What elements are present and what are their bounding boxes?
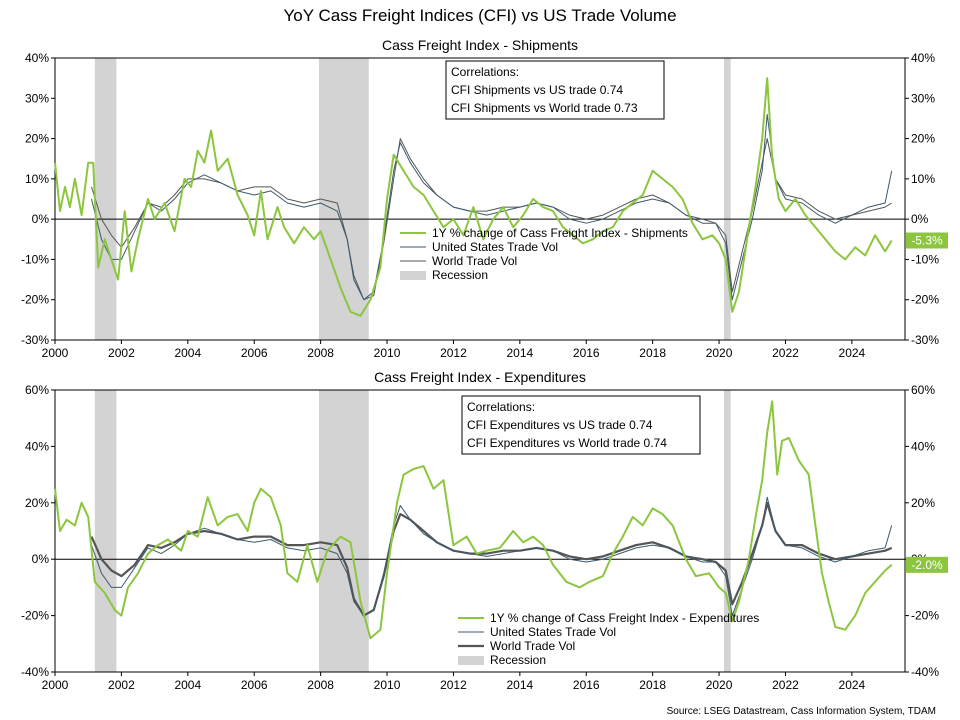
x-tick-label: 2016	[573, 346, 600, 360]
recession-band	[318, 390, 369, 672]
panel-title: Cass Freight Index - Shipments	[382, 37, 578, 53]
x-tick-label: 2012	[440, 346, 467, 360]
correlation-line: CFI Shipments vs World trade 0.73	[451, 101, 638, 115]
y-tick-label-left: -20%	[21, 609, 49, 623]
last-value-label: -5.3%	[911, 233, 943, 247]
series-line-cfi	[54, 77, 893, 317]
y-tick-label-left: 40%	[25, 439, 49, 453]
legend-label: 1Y % change of Cass Freight Index - Expe…	[490, 611, 759, 625]
correlation-line: CFI Shipments vs US trade 0.74	[451, 83, 623, 97]
x-tick-label: 2020	[706, 346, 733, 360]
legend-label: World Trade Vol	[432, 254, 517, 268]
x-tick-label: 2024	[839, 346, 866, 360]
correlations-box	[461, 395, 701, 455]
correlations-heading: Correlations:	[451, 65, 519, 79]
y-tick-label-right: -10%	[911, 252, 939, 266]
recession-band	[724, 390, 731, 672]
legend-label: Recession	[490, 653, 546, 667]
y-tick-label-right: 40%	[911, 51, 935, 65]
y-tick-label-left: -10%	[21, 252, 49, 266]
x-tick-label: 2010	[374, 346, 401, 360]
y-tick-label-right: -40%	[911, 665, 939, 679]
y-tick-label-right: 30%	[911, 91, 935, 105]
y-tick-label-right: 60%	[911, 383, 935, 397]
last-value-label: -2.0%	[911, 558, 943, 572]
legend-label: 1Y % change of Cass Freight Index - Ship…	[432, 226, 688, 240]
plot-frame	[54, 389, 906, 673]
panel-shipments: Cass Freight Index - Shipments -30% -30% -2…	[21, 37, 948, 360]
x-tick-label: 2004	[174, 678, 201, 692]
y-tick-label-left: 0%	[32, 212, 50, 226]
legend-label: World Trade Vol	[490, 639, 575, 653]
source-note: Source: LSEG Datastream, Cass Informatio…	[666, 706, 936, 717]
correlations-heading: Correlations:	[467, 400, 535, 414]
last-value-tag	[906, 232, 948, 249]
legend-swatch-recession	[400, 271, 426, 280]
x-tick-label: 2002	[108, 346, 135, 360]
x-tick-label: 2024	[839, 678, 866, 692]
y-tick-label-right: 0%	[911, 212, 929, 226]
y-tick-label-left: 40%	[25, 51, 49, 65]
x-tick-label: 2006	[241, 678, 268, 692]
correlation-line: CFI Expenditures vs World trade 0.74	[467, 436, 667, 450]
legend-label: United States Trade Vol	[490, 625, 616, 639]
x-tick-label: 2022	[772, 678, 799, 692]
x-tick-label: 2018	[639, 678, 666, 692]
recession-band	[724, 58, 731, 340]
correlations-box	[445, 60, 665, 120]
x-tick-label: 2006	[241, 346, 268, 360]
x-tick-label: 2014	[506, 678, 533, 692]
y-tick-label-left: 10%	[25, 172, 49, 186]
series-line-cfi	[54, 400, 893, 640]
x-tick-label: 2020	[706, 678, 733, 692]
y-tick-label-right: 20%	[911, 496, 935, 510]
x-tick-label: 2008	[307, 346, 334, 360]
series-line-us	[91, 496, 893, 617]
y-tick-label-left: 30%	[25, 91, 49, 105]
y-tick-label-left: 20%	[25, 496, 49, 510]
correlation-line: CFI Expenditures vs US trade 0.74	[467, 418, 653, 432]
panel-title: Cass Freight Index - Expenditures	[374, 369, 586, 385]
legend-label: United States Trade Vol	[432, 240, 558, 254]
y-tick-label-right: -20%	[911, 293, 939, 307]
chart-title: YoY Cass Freight Indices (CFI) vs US Tra…	[283, 6, 677, 25]
y-tick-label-right: -30%	[911, 333, 939, 347]
x-tick-label: 2008	[307, 678, 334, 692]
y-tick-label-right: 10%	[911, 172, 935, 186]
y-tick-label-right: 20%	[911, 132, 935, 146]
x-tick-label: 2016	[573, 678, 600, 692]
recession-band	[94, 390, 117, 672]
y-tick-label-left: -20%	[21, 293, 49, 307]
recession-band	[94, 58, 117, 340]
x-tick-label: 2014	[506, 346, 533, 360]
x-tick-label: 2000	[42, 678, 69, 692]
series-line-us	[91, 113, 893, 301]
y-tick-label-left: 60%	[25, 383, 49, 397]
last-value-tag	[906, 556, 948, 573]
y-tick-label-left: 20%	[25, 132, 49, 146]
y-tick-label-right: -20%	[911, 609, 939, 623]
panel-expenditures: Cass Freight Index - Expenditures -40% -40…	[21, 369, 948, 692]
y-tick-label-left: -30%	[21, 333, 49, 347]
x-tick-label: 2022	[772, 346, 799, 360]
y-tick-label-left: -40%	[21, 665, 49, 679]
x-tick-label: 2012	[440, 678, 467, 692]
x-tick-label: 2004	[174, 346, 201, 360]
legend-label: Recession	[432, 268, 488, 282]
x-tick-label: 2018	[639, 346, 666, 360]
x-tick-label: 2002	[108, 678, 135, 692]
x-tick-label: 2000	[42, 346, 69, 360]
y-tick-label-left: 0%	[32, 552, 50, 566]
plot-frame	[54, 57, 906, 341]
legend-swatch-recession	[458, 656, 484, 665]
y-tick-label-right: 40%	[911, 439, 935, 453]
x-tick-label: 2010	[374, 678, 401, 692]
